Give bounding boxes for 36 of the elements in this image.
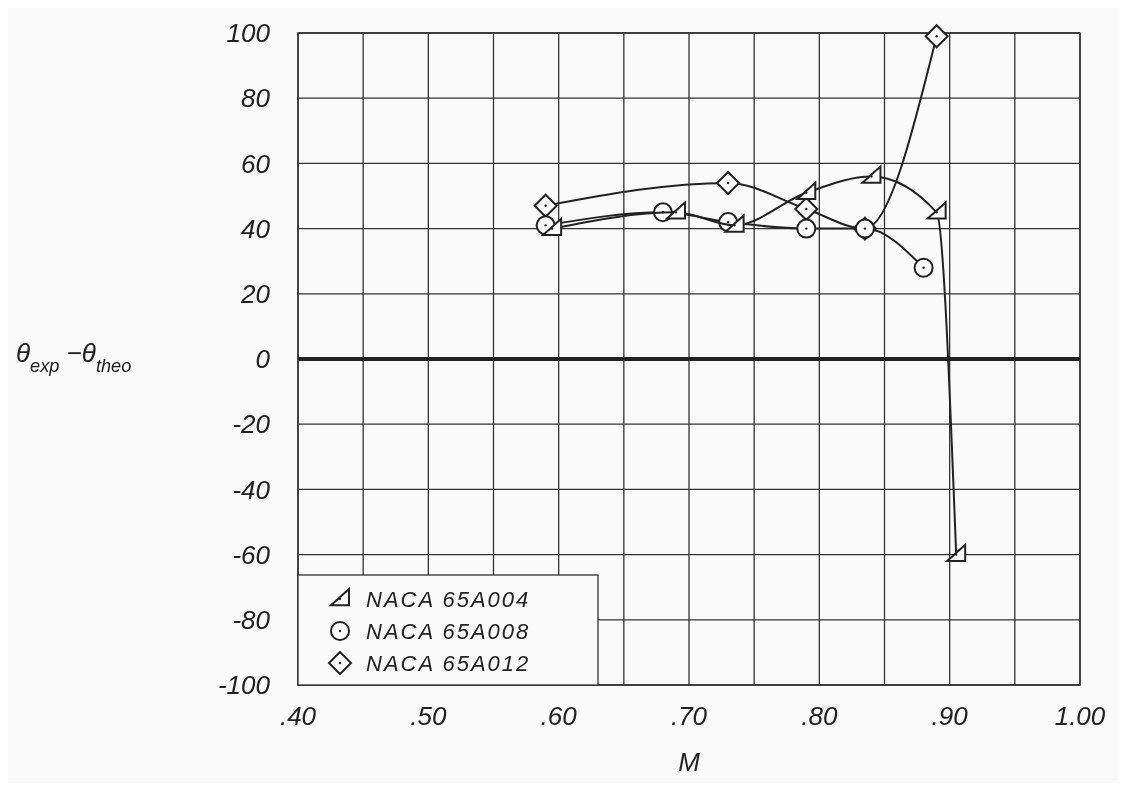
- y-tick-label: 20: [240, 278, 271, 309]
- y-tick-label: 80: [241, 83, 271, 114]
- x-tick-label: .60: [540, 701, 578, 731]
- point: [861, 165, 882, 184]
- y-tick-label: -20: [232, 409, 271, 440]
- x-axis-title: M: [678, 747, 701, 777]
- point: [542, 217, 563, 236]
- y-tick-label: 40: [241, 213, 271, 244]
- y-tick-label: 60: [241, 148, 271, 179]
- legend-label: NACA 65A004: [366, 586, 531, 612]
- y-tick-label: -60: [232, 539, 271, 570]
- point: [946, 543, 967, 562]
- y-axis-title: θ$_{exp}$ −θ$_{theo}$: [16, 338, 132, 376]
- x-tick-label: 1.00: [1054, 701, 1106, 731]
- x-tick-label: .90: [931, 701, 969, 731]
- point: [926, 201, 947, 220]
- point: [716, 170, 741, 195]
- point: [924, 24, 949, 49]
- point: [724, 214, 745, 233]
- legend-label: NACA 65A008: [366, 618, 531, 644]
- point: [913, 257, 934, 278]
- point: [794, 197, 819, 222]
- y-tick-label: -80: [232, 604, 271, 635]
- x-tick-label: .40: [279, 701, 317, 731]
- x-tick-label: .80: [801, 701, 838, 731]
- y-tick-label: 0: [255, 344, 271, 375]
- y-tick-label: 100: [226, 18, 271, 49]
- legend-label: NACA 65A012: [366, 650, 531, 676]
- x-tick-label: .70: [670, 701, 708, 731]
- point: [796, 181, 817, 201]
- y-tick-label: -100: [217, 670, 271, 701]
- x-tick-label: .50: [410, 701, 447, 731]
- y-tick-label: -40: [232, 474, 271, 505]
- point: [665, 201, 686, 220]
- point: [796, 218, 817, 239]
- point: [533, 193, 558, 218]
